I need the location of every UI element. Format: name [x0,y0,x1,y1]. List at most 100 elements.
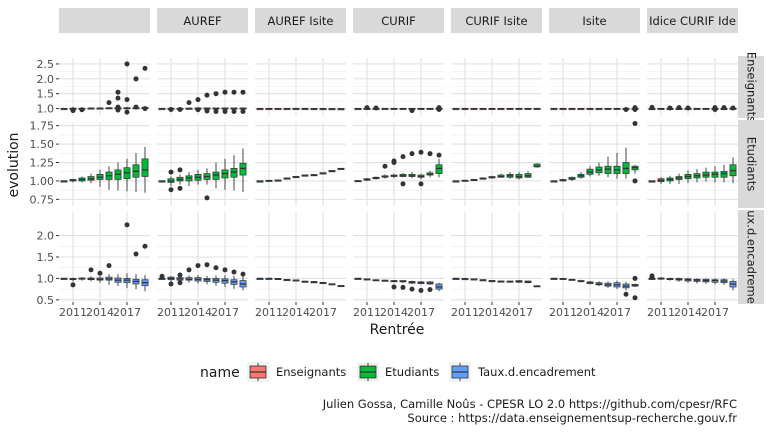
box [292,279,300,282]
box [265,179,273,182]
outlier-point [186,267,192,273]
box [506,172,514,179]
box [372,279,380,282]
box [648,104,656,111]
box [221,89,229,115]
box [684,170,692,184]
box-body [720,171,728,178]
y-tick-label: 1.5 [37,251,55,264]
box [497,280,505,283]
outlier-point [730,105,736,111]
outlier-point [177,185,183,191]
box [657,107,665,110]
box [488,175,496,179]
box [381,163,389,179]
box [417,107,425,110]
box [372,105,380,111]
y-tick-label: 2.0 [37,73,55,86]
column-strip [157,8,248,33]
box [167,275,175,287]
outlier-point [159,273,165,279]
box [426,151,434,178]
box [622,281,630,297]
legend-key [247,362,269,382]
outlier-point [231,269,237,275]
box [524,107,532,110]
legend-label: Enseignants [276,365,346,379]
outlier-point [142,65,148,71]
outlier-point [649,274,655,280]
box [239,89,247,115]
box [648,273,656,280]
box [310,174,318,177]
box [657,177,665,184]
box [595,281,603,287]
box [292,107,300,111]
box [372,176,380,180]
facet-panel [451,212,542,302]
outlier-point [124,109,130,115]
box [185,267,193,283]
box [711,166,719,183]
x-tick-label: 2011 [157,306,185,319]
row-strip-label: Etudiants [745,137,759,191]
outlier-point [133,104,139,110]
box [167,106,175,112]
outlier-point [204,262,210,268]
box [631,120,639,184]
outlier-point [177,272,183,278]
outlier-point [712,106,718,112]
y-tick-label: 1.0 [37,103,55,116]
box [452,180,460,183]
outlier-point [676,105,682,111]
box [141,243,149,292]
box [586,281,594,285]
x-tick-label: 2011 [353,306,381,319]
box [60,107,68,111]
box [533,285,541,288]
legend: name Enseignants Etudiants Taux.d.encadreme… [200,362,596,382]
y-tick-label: 2.5 [37,58,55,71]
box [96,107,104,110]
outlier-point [168,281,174,287]
outlier-point [97,270,103,276]
x-tick-label: 2014 [478,306,506,319]
outlier-point [632,295,638,301]
y-axis-title: evolution [6,132,22,197]
box [221,267,229,287]
box [105,166,113,190]
box [158,107,166,111]
box [702,167,710,182]
x-tick-label: 2017 [701,306,729,319]
box [479,107,487,111]
box [604,156,612,178]
outlier-point [436,106,442,112]
box [310,108,318,111]
box [452,277,460,280]
box [479,177,487,180]
box [301,174,309,177]
box [515,107,523,110]
outlier-point [240,271,246,277]
box [265,107,273,111]
box [559,107,567,111]
box [648,180,656,183]
box [363,178,371,181]
box [426,281,434,293]
outlier-point [623,106,629,112]
x-tick-label: 2014 [674,306,702,319]
box [354,277,362,280]
box [78,176,86,183]
outlier-point [177,167,183,173]
outlier-point [106,100,112,106]
box [408,280,416,292]
box [337,167,345,170]
caption-line: Source : https://data.enseignementsup-re… [407,411,737,425]
box [506,107,514,110]
outlier-point [195,97,201,103]
box [283,279,291,282]
box [577,279,585,283]
box [132,76,140,110]
box-body [141,158,149,177]
